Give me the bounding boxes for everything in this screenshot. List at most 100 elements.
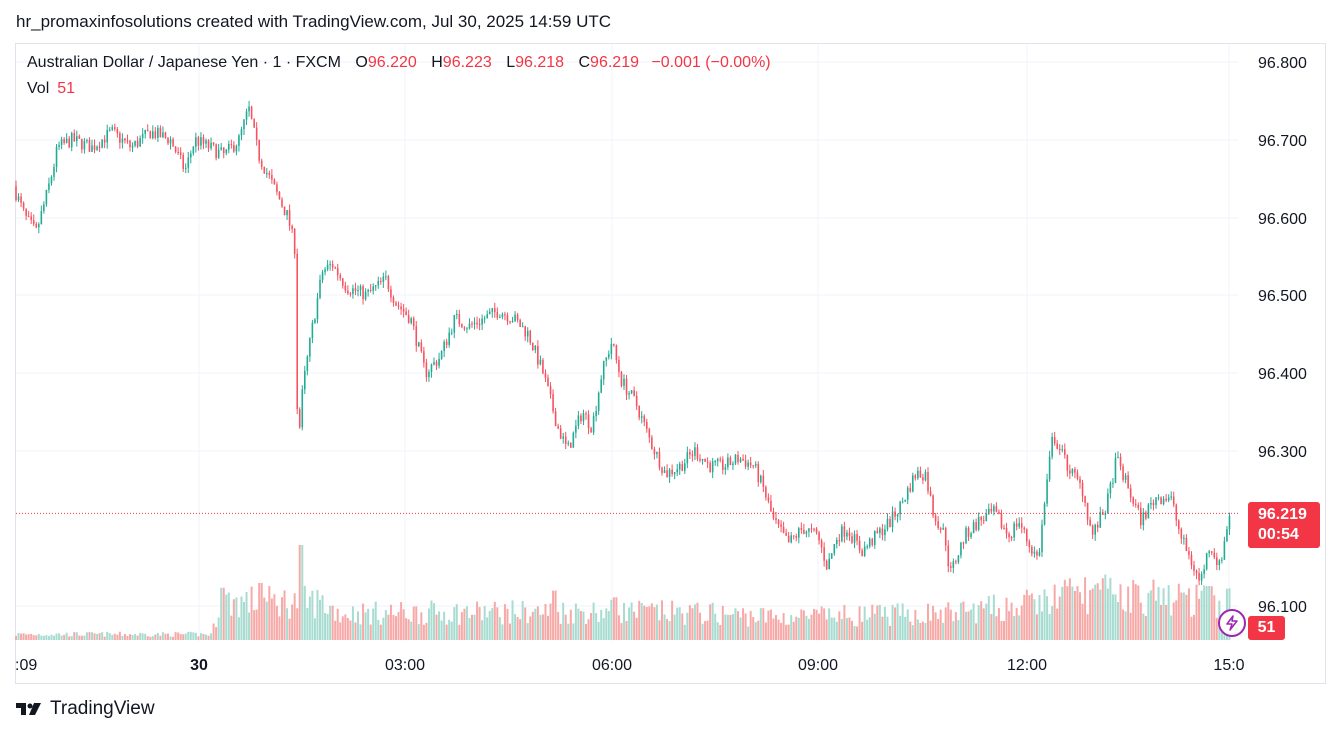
candle-body bbox=[853, 534, 856, 543]
volume-bar bbox=[405, 618, 408, 640]
candle-body bbox=[407, 314, 410, 323]
candle-body bbox=[800, 528, 803, 530]
volume-bar bbox=[686, 612, 689, 640]
lightning-bolt-icon[interactable] bbox=[1218, 609, 1246, 637]
volume-bar bbox=[919, 623, 922, 640]
candle-body bbox=[349, 293, 352, 295]
volume-bar bbox=[759, 608, 762, 640]
candle-body bbox=[643, 416, 646, 422]
volume-bar bbox=[820, 606, 823, 640]
candle-body bbox=[904, 499, 906, 502]
volume-bar bbox=[797, 617, 800, 640]
volume-bar bbox=[301, 545, 304, 640]
candle-body bbox=[35, 223, 38, 228]
candle-body bbox=[1162, 498, 1165, 505]
volume-bar bbox=[645, 606, 648, 640]
candle-body bbox=[309, 338, 311, 357]
candle-body bbox=[352, 288, 354, 295]
candle-body bbox=[1183, 537, 1185, 539]
volume-bar bbox=[222, 587, 225, 640]
volume-bar bbox=[98, 633, 101, 640]
candle-body bbox=[1020, 523, 1023, 528]
volume-bar bbox=[478, 607, 481, 640]
volume-bar bbox=[762, 608, 765, 640]
volume-bar bbox=[683, 624, 686, 640]
candle-body bbox=[45, 189, 48, 205]
candle-body bbox=[202, 137, 205, 144]
volume-bar bbox=[1157, 587, 1160, 640]
candle-body bbox=[1178, 520, 1180, 530]
volume-bar bbox=[245, 592, 248, 640]
candle-body bbox=[719, 459, 722, 461]
candle-body bbox=[775, 518, 777, 521]
candle-body bbox=[1076, 472, 1079, 479]
candle-body bbox=[567, 442, 570, 444]
candle-body bbox=[952, 561, 955, 568]
candle-body bbox=[955, 561, 957, 563]
volume-bar bbox=[1010, 602, 1013, 640]
candle-body bbox=[790, 535, 792, 543]
chart-frame bbox=[15, 43, 1326, 684]
volume-bar bbox=[853, 625, 856, 640]
candle-body bbox=[499, 316, 501, 318]
candle-body bbox=[694, 447, 696, 456]
volume-bar bbox=[835, 621, 838, 640]
candle-body bbox=[167, 137, 169, 144]
volume-bar bbox=[1195, 584, 1198, 640]
volume-bar bbox=[144, 633, 147, 640]
volume-bar bbox=[1066, 586, 1069, 640]
tradingview-brand[interactable]: TradingView bbox=[50, 698, 155, 719]
volume-bar bbox=[787, 624, 790, 640]
candle-body bbox=[342, 278, 344, 286]
candle-body bbox=[623, 378, 625, 386]
volume-bar bbox=[726, 614, 729, 640]
volume-bar bbox=[78, 635, 81, 640]
candle-body bbox=[686, 452, 689, 464]
candle-body bbox=[304, 370, 306, 390]
volume-bar bbox=[296, 608, 299, 640]
volume-bar bbox=[1046, 596, 1049, 640]
candle-body bbox=[1066, 454, 1069, 471]
candle-body bbox=[1218, 560, 1221, 566]
volume-bar bbox=[569, 609, 572, 640]
candle-body bbox=[651, 437, 653, 449]
volume-bar bbox=[878, 604, 881, 640]
volume-bar bbox=[693, 604, 696, 640]
candle-body bbox=[440, 350, 443, 359]
volume-bar bbox=[303, 585, 306, 640]
candle-body bbox=[988, 508, 990, 514]
candle-body bbox=[83, 141, 86, 150]
candle-body bbox=[559, 428, 562, 439]
volume-bar bbox=[20, 633, 23, 640]
candle-body bbox=[722, 459, 724, 470]
volume-bar bbox=[767, 610, 770, 640]
candle-body bbox=[357, 289, 359, 291]
volume-bar bbox=[91, 632, 93, 640]
volume-bar bbox=[792, 621, 795, 640]
volume-bar bbox=[121, 635, 124, 640]
candle-body bbox=[377, 280, 380, 286]
volume-bar bbox=[154, 634, 157, 640]
volume-bar bbox=[924, 623, 927, 640]
volume-bar bbox=[1205, 586, 1208, 640]
candle-body bbox=[980, 516, 982, 521]
symbol-name[interactable]: Australian Dollar / Japanese Yen · 1 · F… bbox=[27, 54, 341, 71]
candle-body bbox=[833, 544, 836, 554]
volume-bar bbox=[582, 611, 585, 640]
volume-bar bbox=[828, 608, 831, 640]
volume-bar bbox=[833, 617, 836, 640]
candle-body bbox=[124, 138, 126, 141]
volume-bar bbox=[911, 625, 914, 640]
volume-bar bbox=[17, 633, 20, 640]
volume-bar bbox=[182, 634, 185, 640]
volume-bar bbox=[496, 607, 499, 640]
candle-body bbox=[605, 357, 608, 361]
candle-body bbox=[146, 129, 149, 132]
candle-body bbox=[106, 130, 108, 143]
candle-body bbox=[881, 528, 884, 536]
candle-body bbox=[1081, 482, 1084, 497]
candle-body bbox=[757, 463, 760, 483]
candle-body bbox=[238, 135, 240, 146]
candle-body bbox=[481, 318, 483, 325]
